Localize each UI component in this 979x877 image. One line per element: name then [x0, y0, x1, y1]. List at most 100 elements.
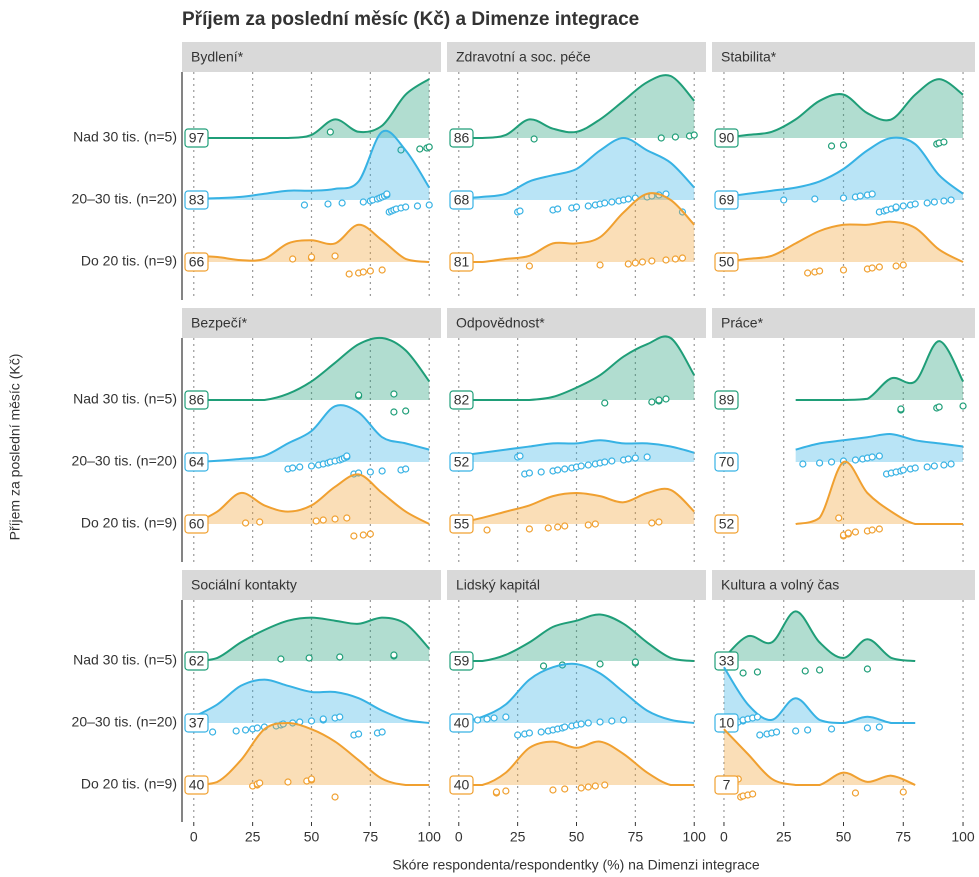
data-point	[378, 467, 386, 475]
median-box	[449, 190, 474, 210]
density-area	[458, 336, 695, 400]
strip	[182, 308, 441, 338]
data-point	[474, 716, 482, 724]
data-point	[671, 255, 679, 263]
median-label: 37	[189, 715, 205, 731]
median-label: 10	[719, 715, 735, 731]
data-point	[899, 261, 907, 269]
y-tick-label: Nad 30 tis. (n=5)	[73, 391, 177, 407]
median-box	[184, 775, 209, 795]
density-line	[458, 136, 695, 200]
data-point	[319, 516, 327, 524]
data-point	[947, 460, 955, 468]
data-point	[875, 525, 883, 533]
data-point	[232, 727, 240, 735]
data-point	[425, 201, 433, 209]
median-label: 97	[189, 130, 205, 146]
data-point	[662, 395, 670, 403]
data-point	[425, 143, 433, 151]
data-point	[577, 784, 585, 792]
data-point	[561, 723, 569, 731]
density-line	[193, 473, 430, 525]
density-line	[193, 78, 430, 139]
data-point	[756, 731, 764, 739]
density-area	[193, 79, 430, 138]
data-point	[892, 203, 900, 211]
data-point	[561, 522, 569, 530]
data-point	[804, 726, 812, 734]
data-point	[324, 200, 332, 208]
median-label: 7	[723, 777, 731, 793]
density-area	[458, 193, 695, 262]
median-label: 86	[189, 392, 205, 408]
median-label: 55	[454, 516, 470, 532]
median-box	[714, 452, 739, 472]
data-point	[525, 262, 534, 270]
density-line	[795, 460, 964, 525]
median-label: 62	[189, 653, 205, 669]
data-point	[851, 528, 860, 536]
facet-title: Stabilita*	[721, 49, 777, 65]
data-point	[241, 519, 250, 527]
data-point	[584, 202, 592, 210]
data-point	[241, 726, 250, 734]
data-point	[815, 459, 824, 467]
data-point	[397, 146, 405, 154]
median-box	[449, 252, 474, 272]
data-point	[331, 515, 339, 523]
median-label: 33	[719, 653, 735, 669]
median-label: 52	[454, 454, 470, 470]
density-line	[193, 721, 430, 787]
data-point	[577, 462, 585, 470]
median-box	[714, 252, 739, 272]
data-point	[638, 258, 647, 266]
median-box	[184, 128, 209, 148]
density-line	[723, 610, 916, 662]
data-point	[289, 255, 297, 263]
data-point	[923, 199, 931, 207]
median-label: 90	[719, 130, 735, 146]
data-point	[366, 267, 374, 275]
density-area	[458, 488, 695, 524]
data-point	[911, 200, 919, 208]
y-tick-label: 20–30 tis. (n=20)	[72, 453, 177, 469]
x-tick-label: 25	[776, 829, 792, 845]
data-point	[277, 655, 285, 663]
data-point	[959, 402, 967, 410]
data-point	[875, 263, 883, 271]
density-area	[723, 79, 964, 138]
data-point	[366, 530, 374, 538]
data-point	[514, 731, 522, 739]
data-point	[402, 407, 410, 415]
facet-title: Kultura a volný čas	[721, 577, 839, 593]
density-line	[458, 613, 695, 662]
density-line	[458, 439, 695, 457]
data-point	[554, 466, 562, 474]
y-tick-label: Do 20 tis. (n=9)	[81, 515, 177, 531]
data-point	[490, 714, 498, 722]
data-point	[935, 403, 943, 411]
density-area	[795, 341, 964, 400]
data-point	[863, 724, 872, 732]
density-line	[723, 136, 964, 198]
data-point	[390, 408, 398, 416]
data-point	[336, 653, 344, 661]
data-point	[209, 728, 217, 736]
data-point	[804, 269, 812, 277]
data-point	[359, 198, 367, 206]
data-point	[378, 266, 386, 274]
density-line	[458, 740, 695, 787]
data-point	[601, 399, 609, 407]
data-point	[591, 782, 599, 790]
density-area	[193, 130, 430, 200]
data-point	[483, 526, 491, 534]
median-label: 40	[454, 777, 470, 793]
data-point	[537, 468, 545, 476]
median-label: 59	[454, 653, 470, 669]
strip	[712, 308, 975, 338]
data-point	[544, 524, 552, 532]
data-point	[516, 207, 524, 215]
data-point	[378, 728, 386, 736]
median-label: 69	[719, 192, 735, 208]
